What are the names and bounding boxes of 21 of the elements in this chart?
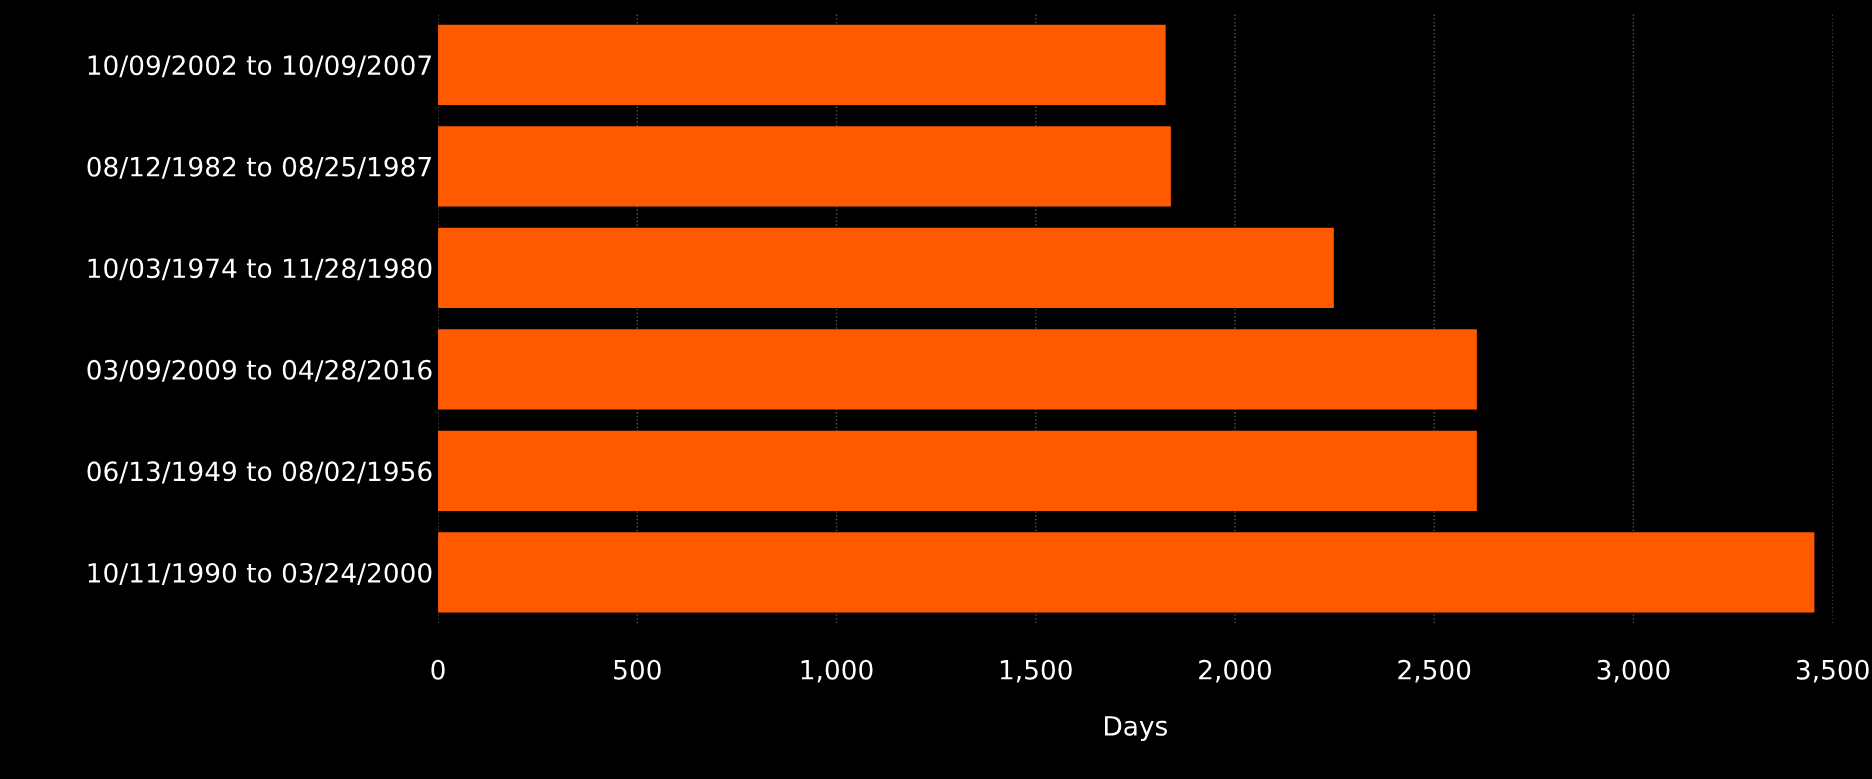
x-tick-label: 2,000 xyxy=(1199,659,1272,683)
bar xyxy=(438,126,1171,207)
y-tick-label: 10/09/2002 to 10/09/2007 xyxy=(88,55,431,78)
bar xyxy=(438,24,1166,105)
y-tick-label: 06/13/1949 to 08/02/1956 xyxy=(87,461,432,484)
bar xyxy=(438,430,1477,512)
bar xyxy=(438,532,1815,613)
x-tick-label: 3,000 xyxy=(1597,659,1670,683)
x-tick-label: 2,500 xyxy=(1398,659,1471,683)
x-tick-label: 500 xyxy=(614,659,661,680)
x-axis-title: Days xyxy=(1105,716,1168,741)
y-tick-label: 08/12/1982 to 08/25/1987 xyxy=(87,156,431,179)
x-tick-label: 1,500 xyxy=(1000,659,1072,683)
x-tick-label: 0 xyxy=(431,659,445,680)
x-tick-label: 1,000 xyxy=(801,659,873,683)
y-tick-label: 10/03/1974 to 11/28/1980 xyxy=(88,258,432,281)
bar xyxy=(438,227,1334,308)
x-tick-label: 3,500 xyxy=(1796,659,1869,683)
y-tick-label: 10/11/1990 to 03/24/2000 xyxy=(88,562,432,585)
bar xyxy=(438,329,1477,410)
y-tick-label: 03/09/2009 to 04/28/2016 xyxy=(87,359,432,382)
